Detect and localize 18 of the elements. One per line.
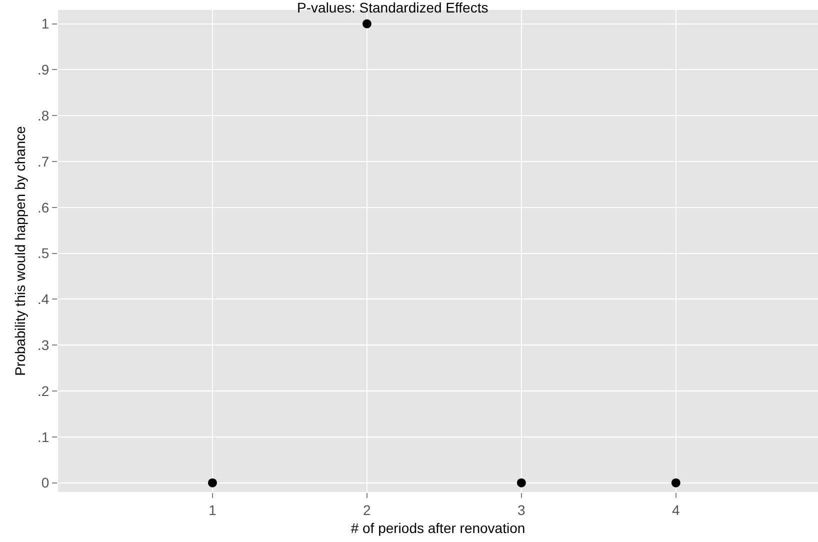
x-tick-label: 1 — [208, 502, 217, 518]
y-tick-label: 1 — [41, 16, 50, 32]
y-tick-label: .5 — [38, 245, 50, 262]
y-tick-label: .1 — [38, 428, 50, 445]
y-tick-label: .4 — [38, 291, 50, 308]
y-tick-label: .8 — [38, 107, 50, 124]
y-tick-label: .7 — [38, 153, 50, 170]
y-tick-label: .2 — [38, 382, 50, 399]
y-tick-label: 0 — [41, 474, 50, 491]
y-tick-label: .6 — [38, 199, 50, 216]
x-axis-title: # of periods after renovation — [350, 520, 526, 536]
x-tick-label: 3 — [518, 502, 526, 518]
y-axis-title: Probability this would happen by chance — [12, 126, 28, 376]
x-tick-label: 4 — [672, 502, 680, 518]
y-tick-label: .3 — [38, 337, 50, 353]
y-tick-label: .9 — [38, 62, 50, 78]
chart-title: P-values: Standardized Effects — [297, 0, 488, 16]
x-tick-label: 2 — [363, 502, 372, 518]
